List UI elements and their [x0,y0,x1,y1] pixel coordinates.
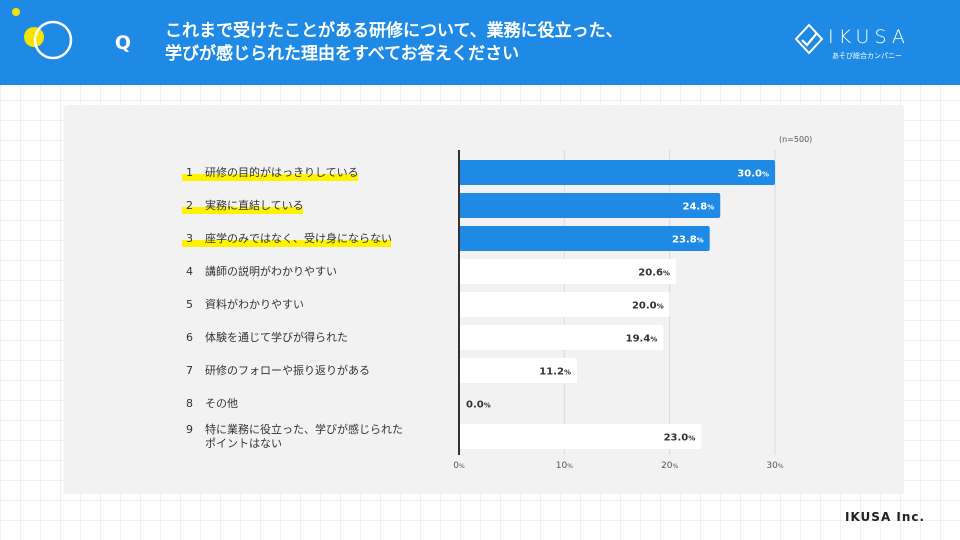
category-number: 1 [186,165,193,179]
value-label-6: 19.4% [626,334,658,345]
category-label-8: 8 その他 [186,397,238,411]
category-text: 体験を通じて学びが得られた [205,330,348,344]
bar-9 [459,424,702,449]
category-label-2: 2 実務に直結している [186,199,304,213]
bar-6 [459,325,664,350]
logo-wordmark: IKUSA [828,26,910,48]
category-label-7: 7 研修のフォローや振り返りがある [186,364,370,378]
bar-5 [459,292,670,317]
category-number: 7 [186,363,193,377]
tick-label-10: 10% [556,461,573,471]
label-highlight-1 [182,173,358,181]
category-text: 研修の目的がはっきりしている [205,165,359,179]
value-label-3: 23.8% [672,235,704,246]
category-label-5: 5 資料がわかりやすい [186,298,304,312]
category-text: 特に業務に役立った、学びが感じられた [205,422,403,436]
category-number: 4 [186,264,193,278]
category-label-1: 1 研修の目的がはっきりしている [186,166,359,180]
value-label-2: 24.8% [683,202,715,213]
label-highlight-3 [182,239,391,247]
category-label-6: 6 体験を通じて学びが得られた [186,331,348,345]
value-label-8: 0.0% [466,400,491,411]
category-label-9: 9 特に業務に役立った、学びが感じられた ポイントはない [186,423,403,451]
category-number: 2 [186,198,193,212]
category-label-3: 3 座学のみではなく、受け身にならない [186,232,392,246]
logo-tagline: あそび総合カンパニー [832,52,902,60]
value-label-9: 23.0% [664,433,696,444]
company-footer: IKUSA Inc. [845,510,926,524]
tick-label-20: 20% [661,461,678,471]
category-number: 3 [186,231,193,245]
question-title-line2: 学びが感じられた理由をすべてお答えください [165,44,520,64]
value-label-5: 20.0% [632,301,664,312]
bar-1 [459,160,775,185]
bar-3 [459,226,710,251]
value-label-1: 30.0% [737,169,769,180]
value-label-7: 11.2% [539,367,571,378]
tick-label-30: 30% [766,461,783,471]
label-highlight-2 [182,206,303,214]
sample-size-note: (n=500) [779,135,813,144]
question-title: これまで受けたことがある研修について、業務に役立った、 学びが感じられた理由をす… [165,20,765,66]
category-number: 8 [186,396,193,410]
category-number: 9 [186,422,193,436]
category-text: 座学のみではなく、受け身にならない [205,231,392,245]
category-text: 実務に直結している [205,198,304,212]
decorative-circles [12,8,73,60]
category-text: 研修のフォローや振り返りがある [205,363,370,377]
bar-4 [459,259,676,284]
question-mark: Q [114,32,132,54]
bar-2 [459,193,721,218]
question-title-line1: これまで受けたことがある研修について、業務に役立った、 [165,21,623,41]
bar-7 [459,358,577,383]
category-text: 講師の説明がわかりやすい [205,264,337,278]
header-bar: Q これまで受けたことがある研修について、業務に役立った、 学びが感じられた理由… [0,0,960,85]
ikusa-logo: IKUSA あそび総合カンパニー [792,22,932,66]
logo-emblem-icon [794,23,824,55]
category-text-line2: ポイントはない [205,436,282,450]
category-text: 資料がわかりやすい [205,297,304,311]
category-number: 6 [186,330,193,344]
category-text: その他 [205,396,238,410]
category-number: 5 [186,297,193,311]
category-label-4: 4 講師の説明がわかりやすい [186,265,337,279]
tick-label-0: 0% [453,461,465,471]
value-label-4: 20.6% [638,268,670,279]
